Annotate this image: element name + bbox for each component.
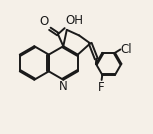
Text: Cl: Cl (121, 43, 132, 56)
Text: F: F (98, 81, 105, 94)
Text: O: O (40, 15, 49, 28)
Text: N: N (59, 80, 68, 93)
Text: OH: OH (65, 14, 83, 27)
